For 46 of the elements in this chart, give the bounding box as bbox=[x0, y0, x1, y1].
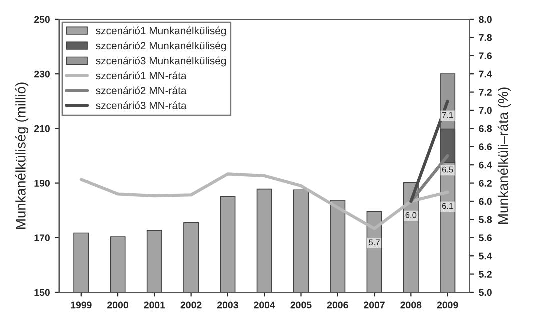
y2-tick-label: 7.6 bbox=[479, 52, 492, 60]
data-label: 6.0 bbox=[406, 212, 417, 218]
x-tick-label: 2005 bbox=[290, 302, 312, 309]
y2-tick-label: 5.0 bbox=[479, 289, 492, 296]
y2-tick-label: 7.2 bbox=[479, 89, 492, 96]
x-tick-label: 2003 bbox=[217, 302, 238, 309]
legend-label: szcenárió2 Munkanélküliség bbox=[96, 42, 226, 52]
x-tick-label: 2007 bbox=[364, 302, 385, 309]
y-tick-label: 230 bbox=[34, 70, 50, 78]
y2-tick-label: 7.0 bbox=[479, 107, 492, 114]
y2-tick-label: 5.4 bbox=[479, 252, 492, 260]
y2-axis-title: Munkanélküli–ráta (%) bbox=[498, 88, 511, 224]
y2-tick-label: 6.6 bbox=[479, 144, 492, 151]
legend-label: szcenárió3 Munkanélküliség bbox=[96, 56, 226, 67]
y2-tick-label: 6.2 bbox=[479, 180, 492, 187]
x-tick-label: 2001 bbox=[144, 302, 166, 309]
y-tick-label: 250 bbox=[34, 16, 50, 24]
y2-tick-label: 8.0 bbox=[479, 16, 492, 24]
y-tick-label: 210 bbox=[34, 125, 50, 132]
y2-tick-label: 5.2 bbox=[479, 271, 492, 278]
y-axis-title: Munkanélküliség (millió) bbox=[15, 82, 29, 229]
legend-label: szcenárió1 MN-ráta bbox=[96, 72, 187, 80]
legend-label: szcenárió1 Munkanélküliség bbox=[96, 26, 226, 37]
data-label: 6.5 bbox=[442, 166, 454, 173]
y2-tick-label: 6.8 bbox=[479, 125, 492, 132]
y-tick-label: 170 bbox=[34, 234, 50, 242]
y2-tick-label: 6.4 bbox=[479, 162, 492, 169]
y2-tick-label: 7.4 bbox=[479, 70, 492, 78]
x-tick-label: 1999 bbox=[71, 302, 92, 309]
legend-label: szcenárió2 MN-ráta bbox=[96, 86, 187, 94]
y2-tick-label: 6.0 bbox=[479, 198, 492, 206]
data-label: 7.1 bbox=[442, 112, 454, 118]
x-tick-label: 2002 bbox=[180, 302, 202, 309]
y2-tick-label: 5.8 bbox=[479, 216, 492, 224]
x-tick-label: 2000 bbox=[108, 302, 128, 309]
data-label: 6.1 bbox=[442, 203, 454, 210]
x-tick-label: 2004 bbox=[254, 302, 276, 309]
legend-label: szcenárió3 MN-ráta bbox=[96, 102, 187, 110]
x-tick-label: 2006 bbox=[327, 302, 348, 309]
y-tick-label: 150 bbox=[34, 289, 50, 296]
y2-tick-label: 7.8 bbox=[479, 34, 492, 42]
y-tick-label: 190 bbox=[34, 180, 50, 187]
x-tick-label: 2009 bbox=[437, 302, 458, 309]
data-label: 5.7 bbox=[369, 240, 380, 246]
x-tick-label: 2008 bbox=[400, 302, 422, 309]
y2-tick-label: 5.6 bbox=[479, 234, 492, 242]
